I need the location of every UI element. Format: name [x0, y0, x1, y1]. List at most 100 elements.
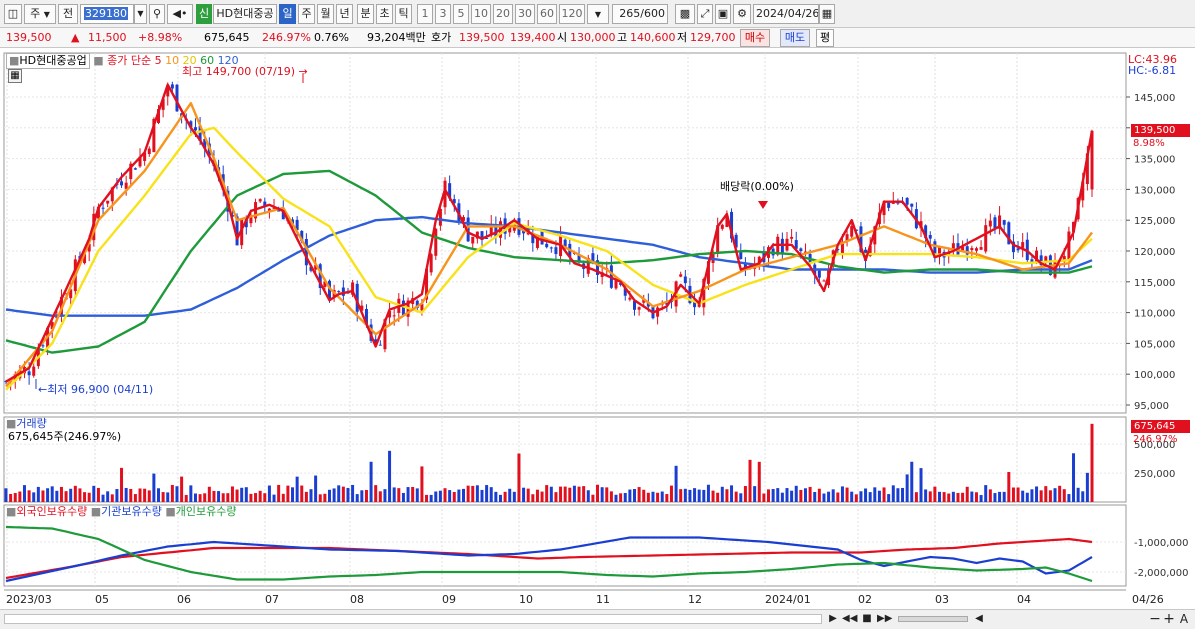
- interval-60[interactable]: 60: [537, 4, 557, 24]
- sell-button[interactable]: 매도: [780, 29, 810, 47]
- interval-120[interactable]: 120: [559, 4, 585, 24]
- volume-bar: [193, 493, 197, 502]
- candle-body: [522, 230, 526, 234]
- zoom-slider[interactable]: [898, 616, 968, 622]
- prev-button[interactable]: 전: [58, 4, 78, 24]
- gear-icon[interactable]: ⚙: [733, 4, 751, 24]
- candle-body: [840, 241, 844, 254]
- volume-bar: [157, 488, 161, 502]
- volume-bar: [919, 468, 923, 502]
- panel-dot-icon: ■: [6, 417, 17, 430]
- period-year[interactable]: 년: [336, 4, 353, 24]
- chevron-down-icon[interactable]: ▼: [134, 4, 147, 24]
- candle-body: [799, 248, 803, 252]
- candle-body: [249, 215, 253, 224]
- scroll-track[interactable]: [4, 614, 822, 624]
- x-tick-label: 11: [596, 593, 610, 606]
- market-type-select[interactable]: 주 ▼: [24, 4, 56, 24]
- interval-30[interactable]: 30: [515, 4, 535, 24]
- volume-bar: [494, 491, 498, 502]
- period-tick[interactable]: 틱: [395, 4, 412, 24]
- interval-1[interactable]: 1: [417, 4, 433, 24]
- interval-10[interactable]: 10: [471, 4, 491, 24]
- sound-icon[interactable]: ◀•: [167, 4, 193, 24]
- date-input[interactable]: 2024/04/26: [753, 4, 819, 24]
- scroll-right-icon[interactable]: ▶: [829, 613, 837, 624]
- interval-20[interactable]: 20: [493, 4, 513, 24]
- interval-dropdown[interactable]: ▼: [587, 4, 609, 24]
- volume-bar: [988, 489, 992, 502]
- chart-scrollbar[interactable]: ▶ ◀◀ ■ ▶▶ ◀ − + A: [0, 609, 1195, 629]
- zoom-out-icon[interactable]: −: [1149, 611, 1161, 627]
- interval-3[interactable]: 3: [435, 4, 451, 24]
- ma60-label: 60: [200, 54, 215, 67]
- layout-icon[interactable]: ◫: [4, 4, 22, 24]
- candle-body: [508, 226, 512, 233]
- stock-code-input[interactable]: 329180: [80, 4, 134, 24]
- candle-body: [193, 127, 197, 131]
- draw-tool-icon[interactable]: ⤢: [697, 4, 713, 24]
- candle-body: [535, 235, 539, 248]
- volume-bar: [1011, 487, 1015, 502]
- volume-bar: [46, 488, 50, 502]
- period-month[interactable]: 월: [317, 4, 334, 24]
- interval-5[interactable]: 5: [453, 4, 469, 24]
- volume-bar: [69, 488, 73, 502]
- zoom-in-icon[interactable]: +: [1163, 611, 1175, 627]
- volume-bar: [905, 474, 909, 502]
- candle-body: [554, 247, 558, 255]
- chart-area[interactable]: 145,000140,000135,000130,000125,000120,0…: [0, 49, 1195, 629]
- volume-bar: [129, 488, 133, 502]
- avg-button[interactable]: 평: [816, 29, 834, 47]
- calendar-icon[interactable]: ▦: [819, 4, 835, 24]
- period-day[interactable]: 일: [279, 4, 296, 24]
- candle-body: [13, 374, 17, 382]
- chevron-down-icon: ▼: [594, 10, 602, 19]
- volume-bar: [18, 491, 22, 502]
- save-icon[interactable]: ▣: [715, 4, 731, 24]
- candle-body: [480, 231, 484, 240]
- candle-body: [1035, 250, 1039, 264]
- candle-body: [850, 226, 854, 237]
- stock-title-box[interactable]: ■HD현대중공업: [6, 53, 90, 69]
- candle-body: [693, 299, 697, 308]
- ma-line-60: [5, 169, 1093, 354]
- volume-bar: [226, 493, 230, 502]
- candle-body: [577, 254, 581, 262]
- y-tick-label: 95,000: [1134, 401, 1169, 412]
- volume-title: 거래량: [16, 417, 47, 430]
- candle-body: [120, 181, 124, 186]
- stop-icon[interactable]: ■: [862, 613, 872, 624]
- crosshair-icon[interactable]: ▩: [675, 4, 695, 24]
- font-size-icon[interactable]: A: [1179, 612, 1189, 626]
- candle-body: [295, 219, 299, 231]
- candle-body: [882, 201, 886, 216]
- volume-bar: [314, 475, 318, 502]
- scroll-start-icon[interactable]: ◀◀: [842, 613, 858, 624]
- volume-bar: [230, 486, 234, 502]
- buy-button[interactable]: 매수: [740, 29, 770, 47]
- candle-body: [549, 247, 553, 249]
- volume-bar: [933, 486, 937, 502]
- calculator-icon[interactable]: ▦: [8, 69, 22, 83]
- volume-bar: [73, 485, 77, 502]
- search-icon[interactable]: ⚲: [149, 4, 165, 24]
- scroll-left-icon[interactable]: ◀: [975, 613, 983, 624]
- scroll-end-icon[interactable]: ▶▶: [877, 613, 893, 624]
- period-minute[interactable]: 분: [357, 4, 374, 24]
- low-label: 저: [677, 31, 688, 44]
- price-legend: ■HD현대중공업 ■ 종가 단순 5 10 20 60 120: [6, 53, 239, 69]
- volume-bar: [175, 486, 179, 502]
- bar-count-display[interactable]: 265/600: [612, 4, 668, 24]
- volume-bar: [397, 488, 401, 502]
- ma10-label: 10: [165, 54, 180, 67]
- period-week[interactable]: 주: [298, 4, 315, 24]
- chart-canvas[interactable]: 145,000140,000135,000130,000125,000120,0…: [0, 49, 1195, 609]
- volume-bar: [133, 494, 137, 502]
- period-second[interactable]: 초: [376, 4, 393, 24]
- volume-bar: [568, 487, 572, 502]
- candle-body: [318, 264, 322, 288]
- volume-bar: [1067, 494, 1071, 502]
- volume-bar: [64, 491, 68, 502]
- candle-body: [434, 228, 438, 256]
